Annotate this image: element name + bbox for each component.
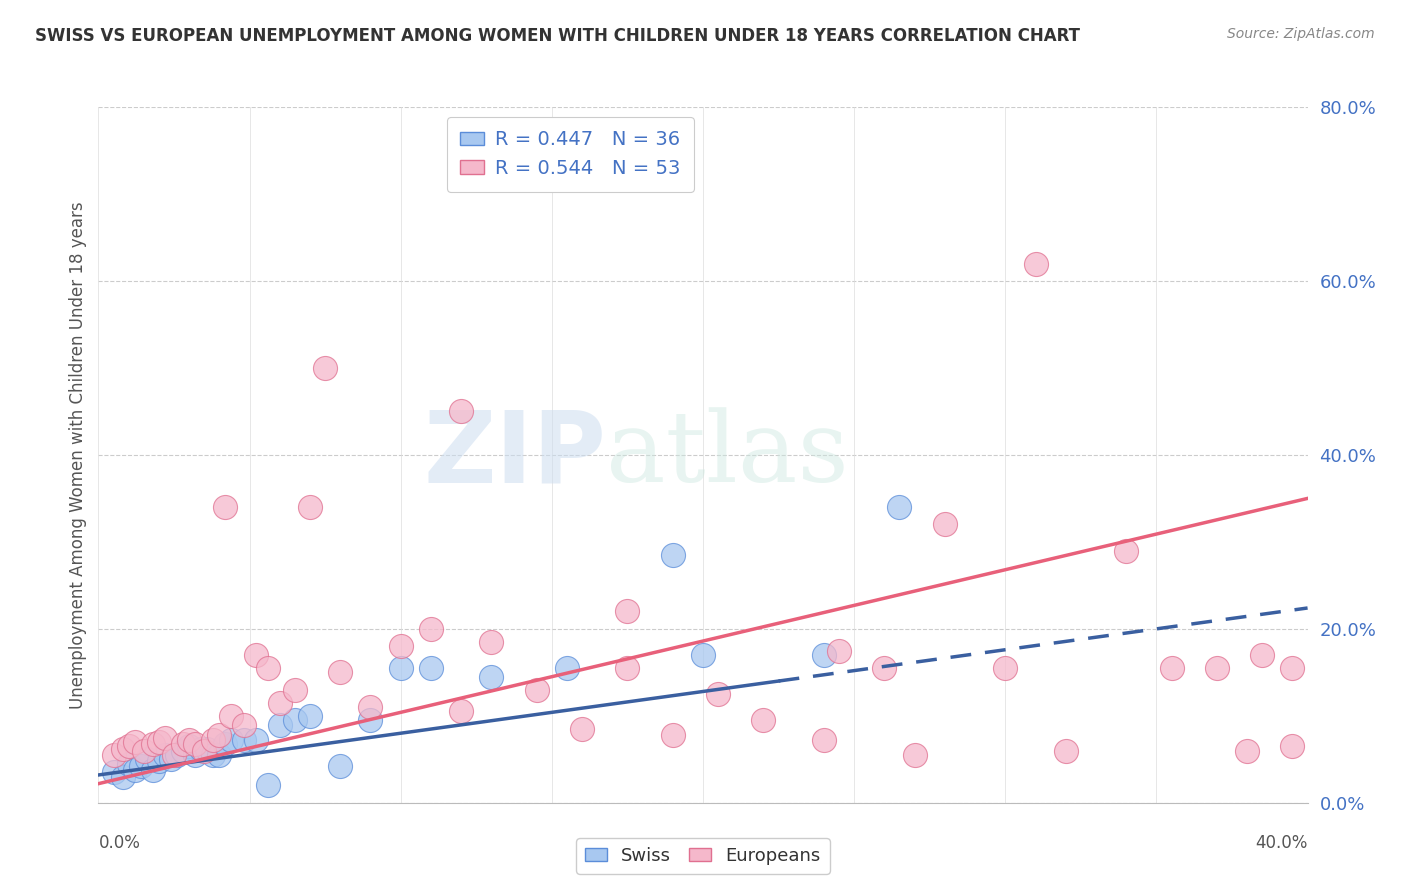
Point — [232, 717, 254, 731]
Point — [571, 722, 593, 736]
Point — [420, 661, 443, 675]
Point — [245, 648, 267, 662]
Point — [111, 770, 134, 784]
Point — [692, 648, 714, 662]
Point — [245, 733, 267, 747]
Point — [934, 517, 956, 532]
Point — [329, 665, 352, 680]
Point — [1024, 256, 1046, 270]
Point — [256, 778, 278, 792]
Point — [132, 744, 155, 758]
Point — [481, 670, 503, 684]
Point — [389, 639, 412, 653]
Point — [828, 643, 851, 657]
Point — [118, 756, 141, 771]
Point — [148, 754, 170, 768]
Text: 40.0%: 40.0% — [1256, 834, 1308, 852]
Point — [904, 747, 927, 762]
Point — [179, 739, 201, 754]
Point — [889, 500, 911, 514]
Point — [221, 733, 243, 747]
Point — [707, 687, 730, 701]
Point — [662, 728, 685, 742]
Point — [208, 728, 231, 742]
Point — [163, 747, 186, 762]
Text: ZIP: ZIP — [423, 407, 606, 503]
Point — [103, 747, 125, 762]
Point — [1236, 744, 1258, 758]
Point — [1251, 648, 1274, 662]
Point — [1281, 661, 1303, 675]
Point — [202, 747, 225, 762]
Point — [1281, 739, 1303, 754]
Text: 0.0%: 0.0% — [98, 834, 141, 852]
Point — [166, 747, 188, 762]
Point — [269, 717, 291, 731]
Point — [195, 742, 218, 756]
Point — [256, 661, 278, 675]
Point — [1160, 661, 1182, 675]
Text: SWISS VS EUROPEAN UNEMPLOYMENT AMONG WOMEN WITH CHILDREN UNDER 18 YEARS CORRELAT: SWISS VS EUROPEAN UNEMPLOYMENT AMONG WOM… — [35, 27, 1080, 45]
Point — [269, 696, 291, 710]
Point — [555, 661, 578, 675]
Point — [994, 661, 1017, 675]
Point — [172, 744, 194, 758]
Point — [662, 548, 685, 562]
Point — [148, 735, 170, 749]
Point — [284, 682, 307, 697]
Text: atlas: atlas — [606, 407, 849, 503]
Point — [299, 708, 322, 723]
Point — [202, 733, 225, 747]
Point — [450, 404, 472, 418]
Point — [360, 700, 382, 714]
Point — [111, 742, 134, 756]
Point — [135, 752, 157, 766]
Point — [420, 622, 443, 636]
Point — [284, 713, 307, 727]
Y-axis label: Unemployment Among Women with Children Under 18 years: Unemployment Among Women with Children U… — [69, 201, 87, 709]
Point — [124, 735, 146, 749]
Point — [813, 648, 835, 662]
Legend: Swiss, Europeans: Swiss, Europeans — [576, 838, 830, 874]
Point — [873, 661, 896, 675]
Point — [360, 713, 382, 727]
Point — [190, 742, 212, 756]
Point — [118, 739, 141, 754]
Legend: R = 0.447   N = 36, R = 0.544   N = 53: R = 0.447 N = 36, R = 0.544 N = 53 — [447, 117, 695, 192]
Point — [153, 747, 176, 762]
Point — [214, 500, 236, 514]
Point — [142, 737, 165, 751]
Point — [1115, 543, 1137, 558]
Point — [813, 733, 835, 747]
Point — [526, 682, 548, 697]
Point — [179, 733, 201, 747]
Point — [124, 763, 146, 777]
Text: Source: ZipAtlas.com: Source: ZipAtlas.com — [1227, 27, 1375, 41]
Point — [184, 747, 207, 762]
Point — [221, 708, 243, 723]
Point — [160, 752, 183, 766]
Point — [314, 360, 336, 375]
Point — [232, 733, 254, 747]
Point — [208, 747, 231, 762]
Point — [184, 737, 207, 751]
Point — [752, 713, 775, 727]
Point — [129, 759, 152, 773]
Point — [389, 661, 412, 675]
Point — [193, 744, 215, 758]
Point — [616, 661, 638, 675]
Point — [329, 759, 352, 773]
Point — [1206, 661, 1229, 675]
Point — [616, 605, 638, 619]
Point — [172, 737, 194, 751]
Point — [214, 737, 236, 751]
Point — [1054, 744, 1077, 758]
Point — [299, 500, 322, 514]
Point — [153, 731, 176, 745]
Point — [103, 765, 125, 780]
Point — [450, 705, 472, 719]
Point — [142, 763, 165, 777]
Point — [481, 635, 503, 649]
